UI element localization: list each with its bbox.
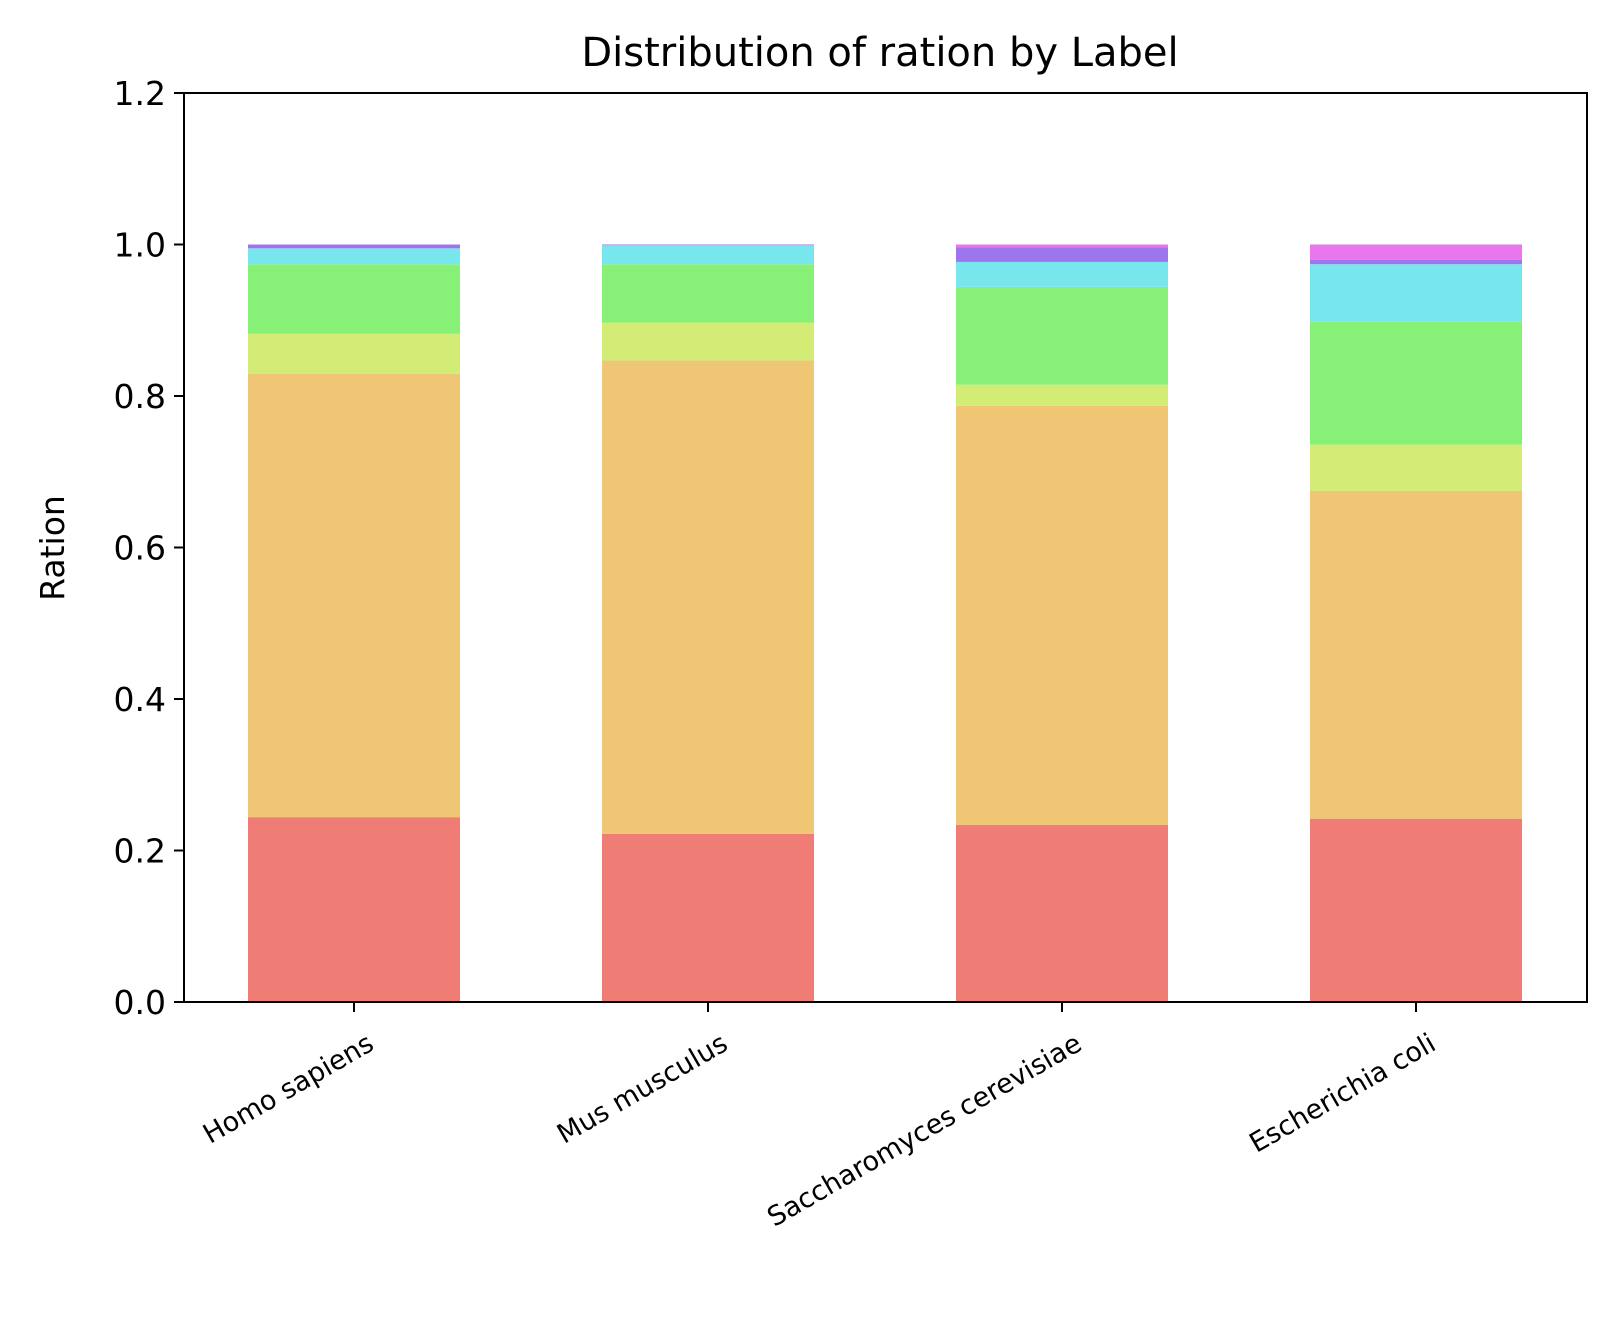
x-tick-label: Saccharomyces cerevisiae: [762, 1028, 1087, 1233]
bar-segment: [1310, 444, 1522, 491]
bars: [248, 244, 1522, 1002]
y-tick-label: 0.2: [114, 832, 166, 871]
x-axis-ticks: Homo sapiens Mus musculus Saccharomyces ce…: [198, 1002, 1441, 1233]
chart-title: Distribution of ration by Label: [581, 30, 1178, 76]
y-tick-label: 0.6: [114, 529, 166, 568]
x-tick-label: Escherichia coli: [1244, 1028, 1441, 1159]
y-tick-label: 0.0: [114, 983, 166, 1022]
bar-segment: [248, 244, 460, 249]
bar-segment: [1310, 259, 1522, 265]
bar-segment: [956, 247, 1168, 262]
bar-segment: [956, 286, 1168, 385]
bar-segment: [248, 248, 460, 265]
bar-segment: [956, 824, 1168, 1002]
bar-segment: [248, 374, 460, 818]
y-tick-label: 0.8: [114, 377, 166, 416]
bar-segment: [248, 264, 460, 334]
x-tick-label: Homo sapiens: [198, 1028, 379, 1150]
bar-segment: [602, 322, 814, 361]
bar-segment: [956, 261, 1168, 287]
bar-segment: [248, 333, 460, 375]
y-axis-label: Ration: [33, 495, 72, 601]
bar-segment: [602, 833, 814, 1002]
bar-segment: [602, 245, 814, 265]
bar-segment: [956, 384, 1168, 406]
bar-segment: [248, 817, 460, 1002]
bar-segment: [956, 244, 1168, 248]
bar-segment: [602, 264, 814, 323]
y-tick-label: 0.4: [114, 680, 166, 719]
bar-segment: [1310, 321, 1522, 445]
y-tick-label: 1.2: [114, 74, 166, 113]
bar-segment: [602, 360, 814, 834]
bar-segment: [602, 244, 814, 246]
plot-frame: [183, 92, 1588, 1003]
bar-segment: [1310, 818, 1522, 1002]
y-axis-ticks: 0.0 0.2 0.4 0.6 0.8 1.0 1.2: [114, 74, 184, 1022]
bar-segment: [956, 405, 1168, 825]
bar-segment: [1310, 490, 1522, 819]
bar-segment: [1310, 264, 1522, 322]
y-tick-label: 1.0: [114, 226, 166, 265]
bar-segment: [1310, 244, 1522, 260]
x-tick-label: Mus musculus: [552, 1028, 733, 1150]
